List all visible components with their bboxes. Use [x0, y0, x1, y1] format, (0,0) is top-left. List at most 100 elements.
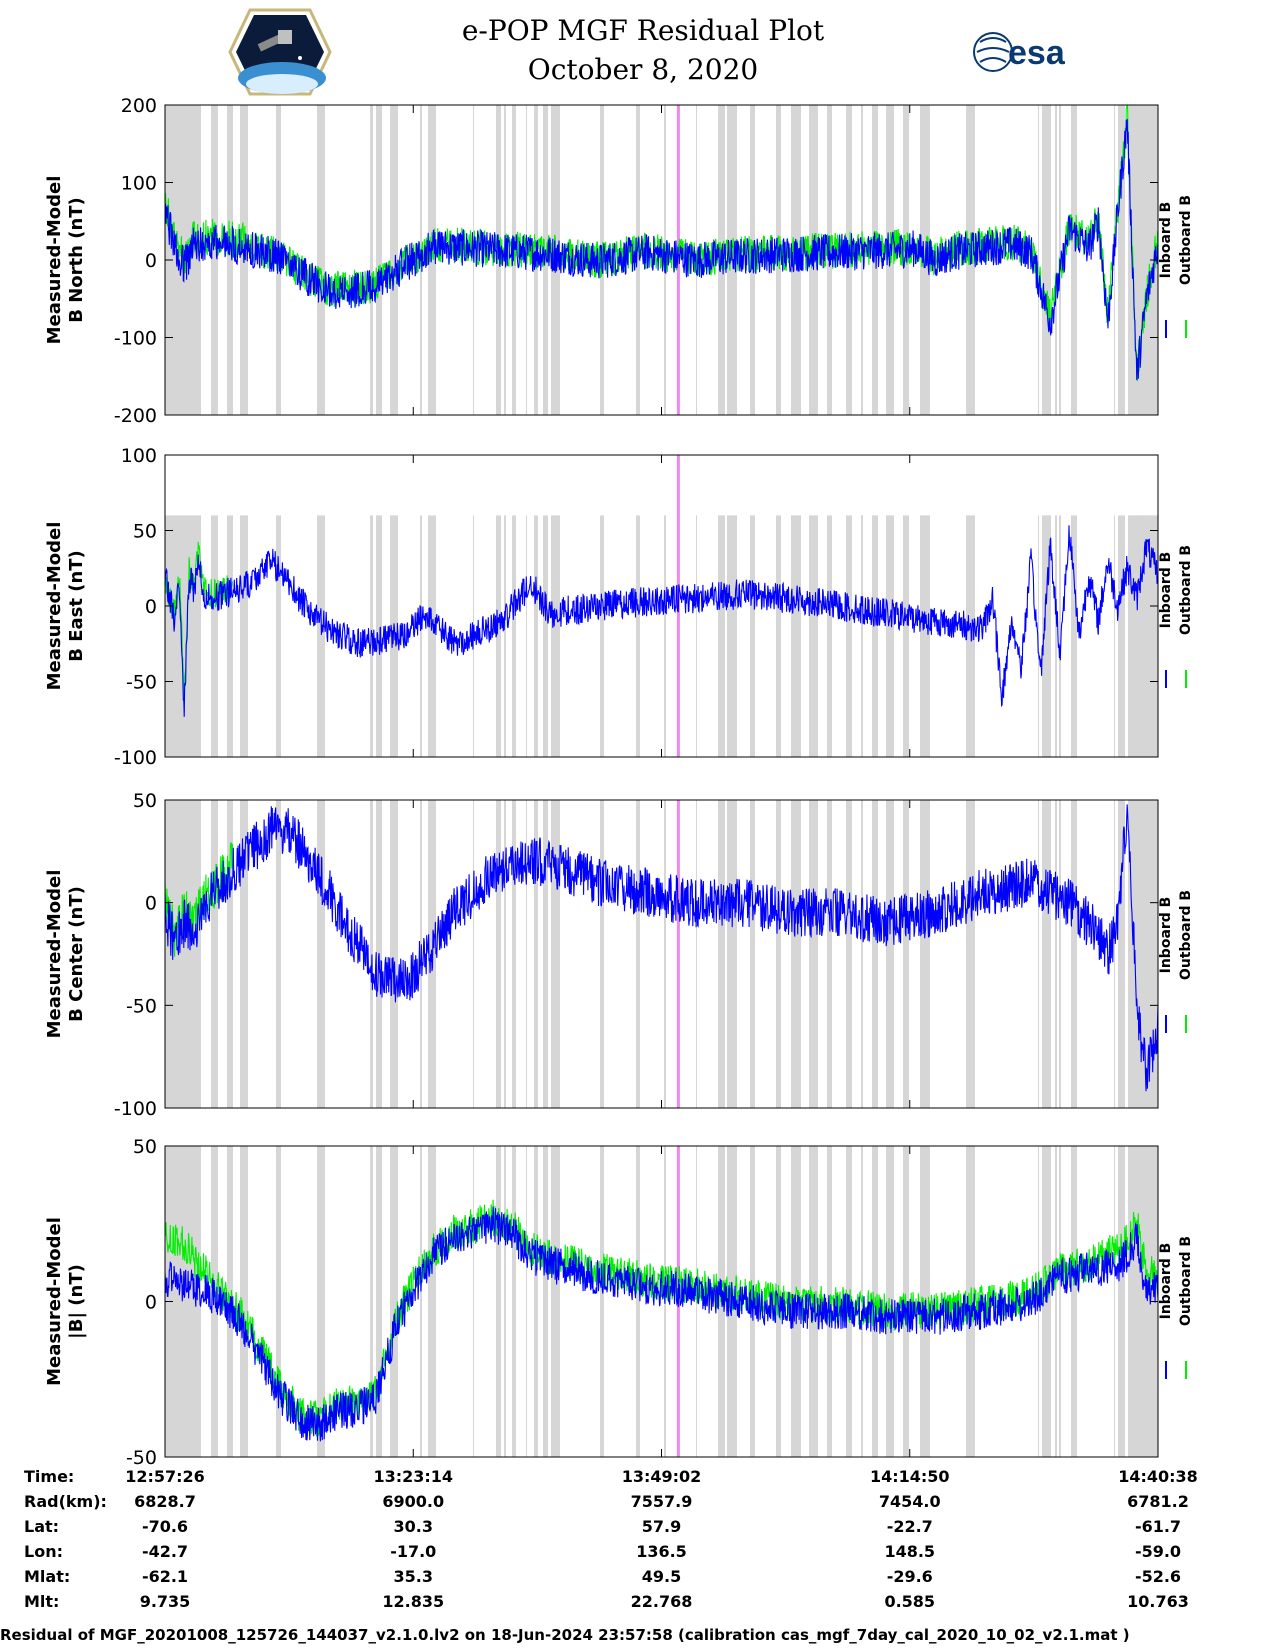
shade-stripe — [718, 515, 725, 757]
shade-stripe — [664, 515, 666, 757]
y-tick-label: -50 — [126, 1447, 157, 1469]
shade-stripe — [861, 515, 863, 757]
panel-1: 200 100 0 -100 -200 Measured-Model B North (nT… — [44, 95, 1194, 427]
shade-stripe — [727, 800, 737, 1108]
shade-stripe — [473, 800, 474, 1108]
info-cell: 12:57:26 — [125, 1467, 205, 1486]
shade-stripe — [791, 800, 801, 1108]
shade-stripe — [1114, 800, 1115, 1108]
shade-stripe — [496, 515, 501, 757]
shade-stripe — [376, 1146, 382, 1457]
y-tick-label: 0 — [145, 250, 157, 272]
shade-stripe — [600, 515, 604, 757]
legend-label: Outboard B — [1178, 545, 1194, 635]
shade-stripe — [827, 515, 832, 757]
shade-stripe — [317, 105, 325, 415]
info-row-label: Rad(km): — [24, 1492, 107, 1511]
info-cell: 7557.9 — [631, 1492, 693, 1511]
shade-stripe — [420, 515, 422, 757]
shade-stripe — [504, 515, 506, 757]
info-cell: 49.5 — [642, 1567, 681, 1586]
shade-stripe — [776, 800, 781, 1108]
shade-stripe — [1059, 1146, 1061, 1457]
info-row-label: Mlat: — [24, 1567, 70, 1586]
y-tick-label: 100 — [121, 173, 157, 195]
shade-stripe — [534, 515, 538, 757]
y-axis-label: Measured-Model — [44, 522, 65, 691]
shade-stripe — [512, 1146, 516, 1457]
shade-stripe — [211, 105, 218, 415]
esa-logo-text: esa — [1008, 34, 1066, 72]
info-cell: 10.763 — [1127, 1592, 1189, 1611]
shade-stripe — [1071, 515, 1077, 757]
shade-stripe — [903, 515, 909, 757]
shade-stripe — [496, 105, 501, 415]
shade-stripe — [872, 515, 878, 757]
shade-stripe — [211, 515, 218, 757]
shade-block — [1128, 800, 1158, 1108]
shade-stripe — [636, 800, 640, 1108]
info-cell: 30.3 — [394, 1517, 433, 1536]
shade-stripe — [276, 800, 281, 1108]
legend-label: Outboard B — [1178, 195, 1194, 285]
shade-stripe — [809, 800, 818, 1108]
info-cell: 6828.7 — [134, 1492, 196, 1511]
plot-title-line2: October 8, 2020 — [528, 53, 758, 86]
shade-stripe — [551, 515, 560, 757]
shade-stripe — [227, 105, 233, 415]
shade-stripe — [1055, 515, 1057, 757]
info-cell: -17.0 — [390, 1542, 436, 1561]
shade-stripe — [791, 515, 801, 757]
y-tick-label: -100 — [114, 1098, 157, 1120]
info-row-label: Lat: — [24, 1517, 59, 1536]
shade-stripe — [636, 515, 640, 757]
info-cell: 14:40:38 — [1118, 1467, 1198, 1486]
y-axis-label: Measured-Model — [44, 1217, 65, 1386]
shade-stripe — [861, 800, 863, 1108]
info-row-label: Time: — [24, 1467, 74, 1486]
shade-stripe — [276, 515, 281, 757]
info-cell: 13:49:02 — [622, 1467, 702, 1486]
info-cell: 35.3 — [394, 1567, 433, 1586]
panel-4: 50 0 -50 Measured-Model |B| (nT) Inboard B Out… — [44, 1136, 1194, 1469]
panel-3: 50 0 -50 -100 Measured-Model B Center (nT) Inb… — [44, 790, 1194, 1120]
shade-stripe — [827, 800, 832, 1108]
shade-stripe — [809, 515, 818, 757]
info-row-label: Mlt: — [24, 1592, 59, 1611]
shade-stripe — [543, 1146, 548, 1457]
info-cell: 12.835 — [382, 1592, 444, 1611]
shade-stripe — [390, 1146, 398, 1457]
shade-stripe — [1118, 1146, 1125, 1457]
y-axis-label: |B| (nT) — [66, 1264, 87, 1339]
shade-stripe — [718, 800, 725, 1108]
coverage-shading — [165, 800, 1158, 1108]
y-tick-label: -50 — [126, 672, 157, 694]
shade-stripe — [1114, 105, 1115, 415]
shade-stripe — [1118, 800, 1125, 1108]
series-inboard-b — [165, 118, 1158, 381]
esa-logo: esa — [973, 32, 1066, 72]
shade-stripe — [1059, 515, 1061, 757]
y-tick-label: 0 — [145, 1292, 157, 1314]
info-cell: 148.5 — [884, 1542, 935, 1561]
plot-title-line1: e-POP MGF Residual Plot — [462, 14, 825, 47]
shade-stripe — [1042, 515, 1051, 757]
shade-stripe — [420, 1146, 422, 1457]
shade-stripe — [534, 1146, 538, 1457]
shade-stripe — [370, 1146, 373, 1457]
info-cell: 7454.0 — [879, 1492, 941, 1511]
shade-stripe — [376, 105, 382, 415]
shade-stripe — [846, 515, 852, 757]
shade-stripe — [1042, 800, 1051, 1108]
shade-stripe — [240, 515, 248, 757]
shade-stripe — [1038, 105, 1039, 415]
shade-stripe — [543, 515, 548, 757]
time-marker-line — [676, 105, 680, 415]
legend-label: Inboard B — [1158, 202, 1174, 279]
shade-stripe — [886, 515, 894, 757]
shade-stripe — [903, 800, 909, 1108]
shade-stripe — [211, 800, 218, 1108]
y-axis-label: B Center (nT) — [66, 886, 87, 1022]
info-cell: -22.7 — [887, 1517, 933, 1536]
info-cell: 0.585 — [884, 1592, 935, 1611]
